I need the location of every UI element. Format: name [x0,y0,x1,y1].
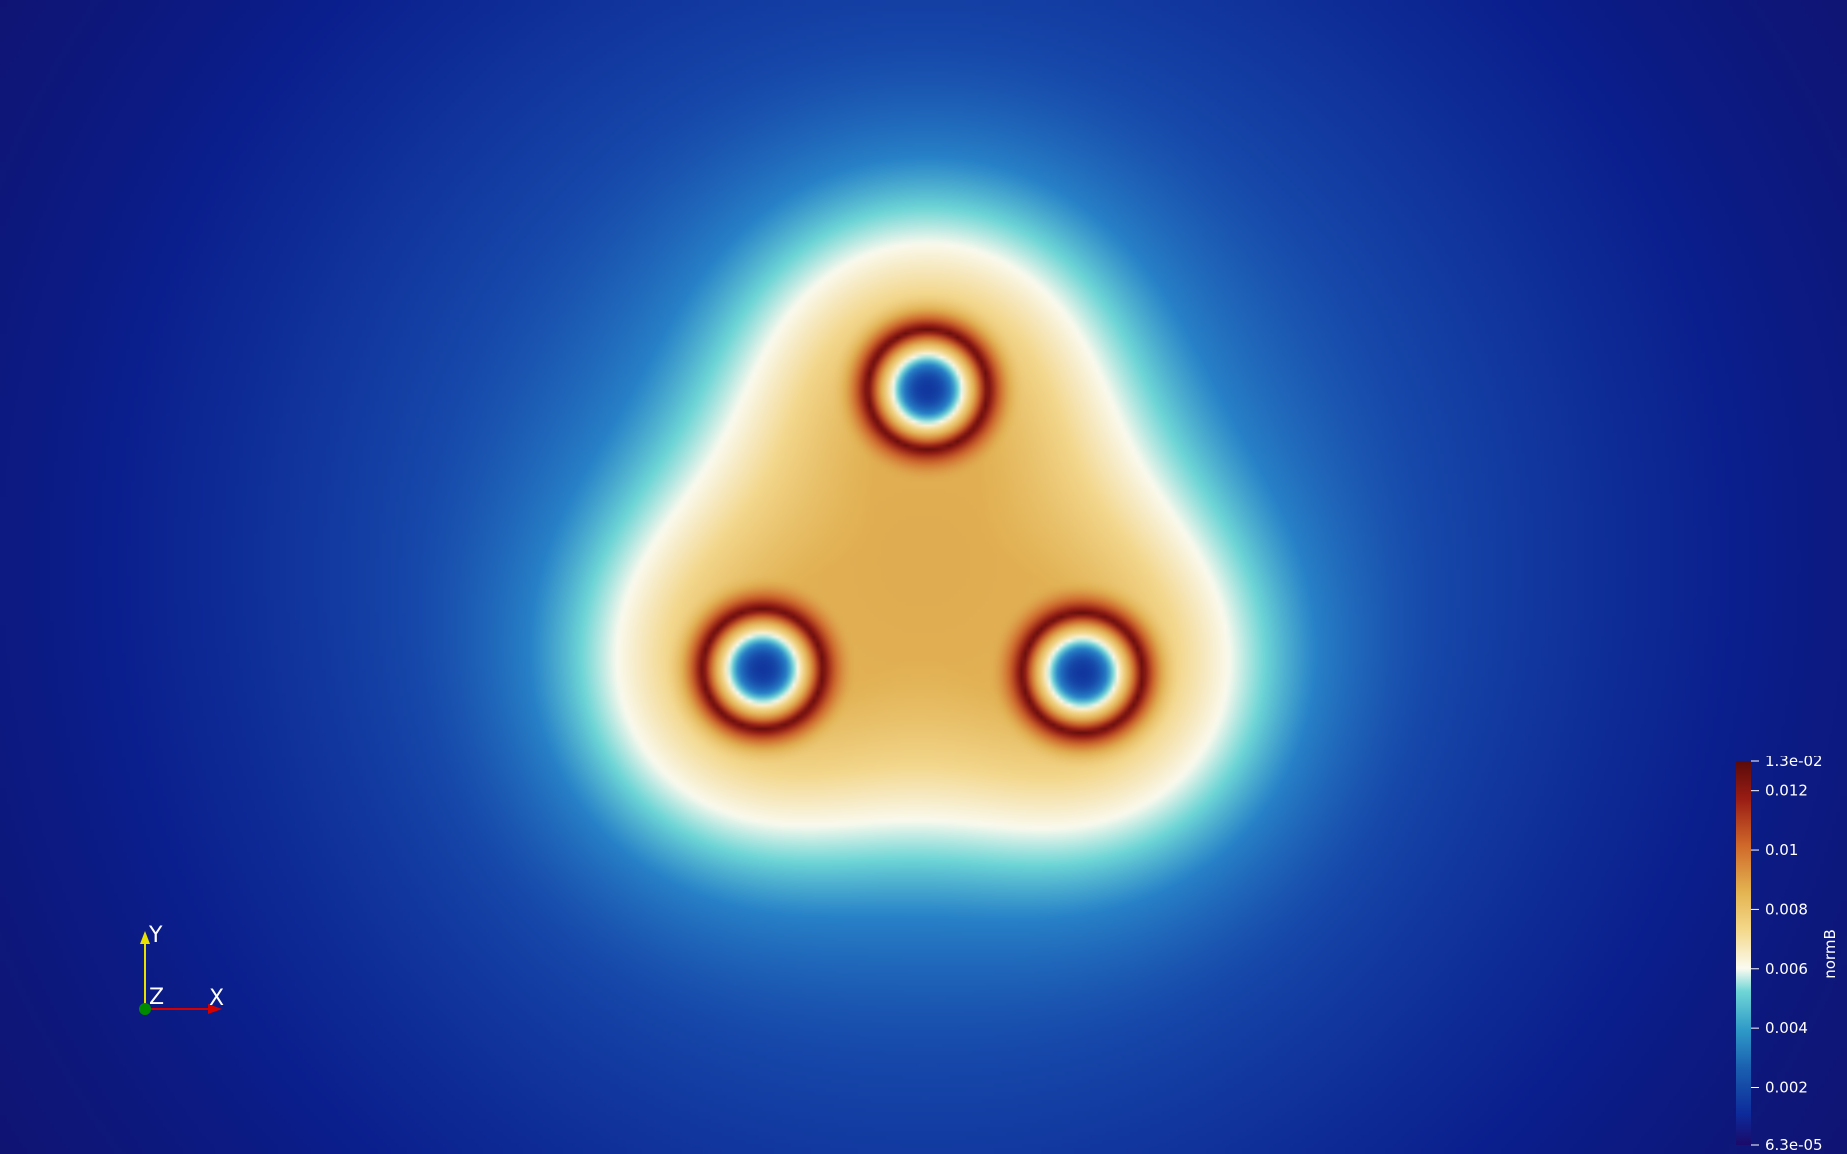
colorbar-tick-label: 0.01 [1765,841,1798,859]
colorbar-tick-label: 0.012 [1765,782,1808,800]
y-axis-arrow [140,931,150,944]
scalar-colorbar: 1.3e-02 0.012 0.01 0.008 0.006 0.004 0.002 6.3e… [1736,756,1839,1154]
colorbar-tick-label: 0.002 [1765,1079,1808,1097]
colorbar-tick-label: 0.006 [1765,960,1808,978]
colorbar-ticks: 1.3e-02 0.012 0.01 0.008 0.006 0.004 0.002 6.3e… [1751,756,1823,1154]
colorbar-gradient [1736,761,1751,1145]
colorbar-tick-label: 0.008 [1765,900,1808,918]
colorbar-tick-label: 0.004 [1765,1019,1808,1037]
y-axis-label: Y [148,923,163,948]
z-axis-label: Z [149,985,164,1010]
colorbar-title: normB [1821,929,1839,979]
orientation-axes-widget: Y Z X [139,923,224,1015]
x-axis-label: X [209,986,224,1011]
x-axis-arrow [208,1004,222,1014]
z-axis-dot [139,1003,151,1015]
colorbar-tick-label: 1.3e-02 [1765,756,1823,770]
colorbar-tick-label: 6.3e-05 [1765,1136,1823,1154]
